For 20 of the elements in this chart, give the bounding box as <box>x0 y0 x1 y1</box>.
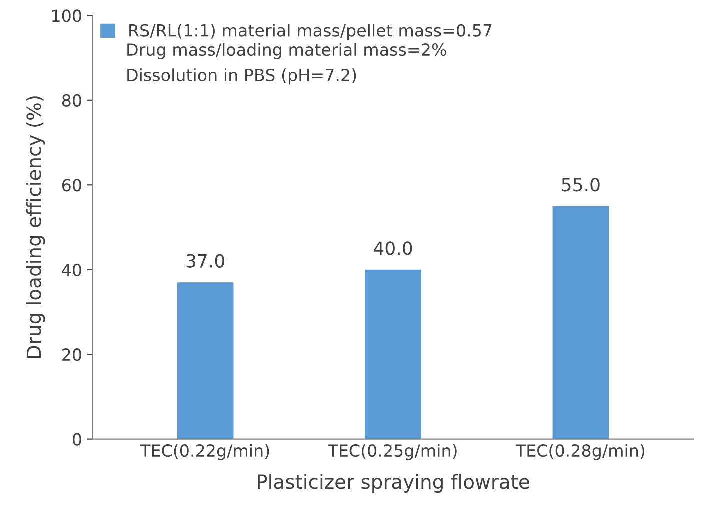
data-label: 40.0 <box>374 242 412 256</box>
y-axis-title: Drug loading efficiency (%) <box>26 96 46 358</box>
x-tick-label: TEC(0.22g/min) <box>140 444 270 460</box>
x-axis-title: Plasticizer spraying flowrate <box>258 474 530 494</box>
y-tick-label: 100 <box>52 10 82 22</box>
bar <box>365 270 422 440</box>
legend-label: RS/RL(1:1) material mass/pellet mass=0.57 <box>130 24 492 40</box>
bar <box>177 282 234 440</box>
y-tick-label: 0 <box>73 433 82 446</box>
y-tick-label: 20 <box>62 348 82 362</box>
annotation: Drug mass/loading material mass=2% <box>128 43 446 60</box>
bar <box>552 206 610 440</box>
y-tick-label: 40 <box>62 264 82 276</box>
data-label: 55.0 <box>562 178 600 192</box>
y-tick-label: 80 <box>62 94 82 107</box>
y-tick-label: 60 <box>62 179 82 192</box>
x-tick-label: TEC(0.25g/min) <box>328 444 457 460</box>
annotation: Dissolution in PBS (pH=7.2) <box>128 68 356 85</box>
data-label: 37.0 <box>186 254 224 268</box>
x-tick-label: TEC(0.28g/min) <box>516 444 645 460</box>
